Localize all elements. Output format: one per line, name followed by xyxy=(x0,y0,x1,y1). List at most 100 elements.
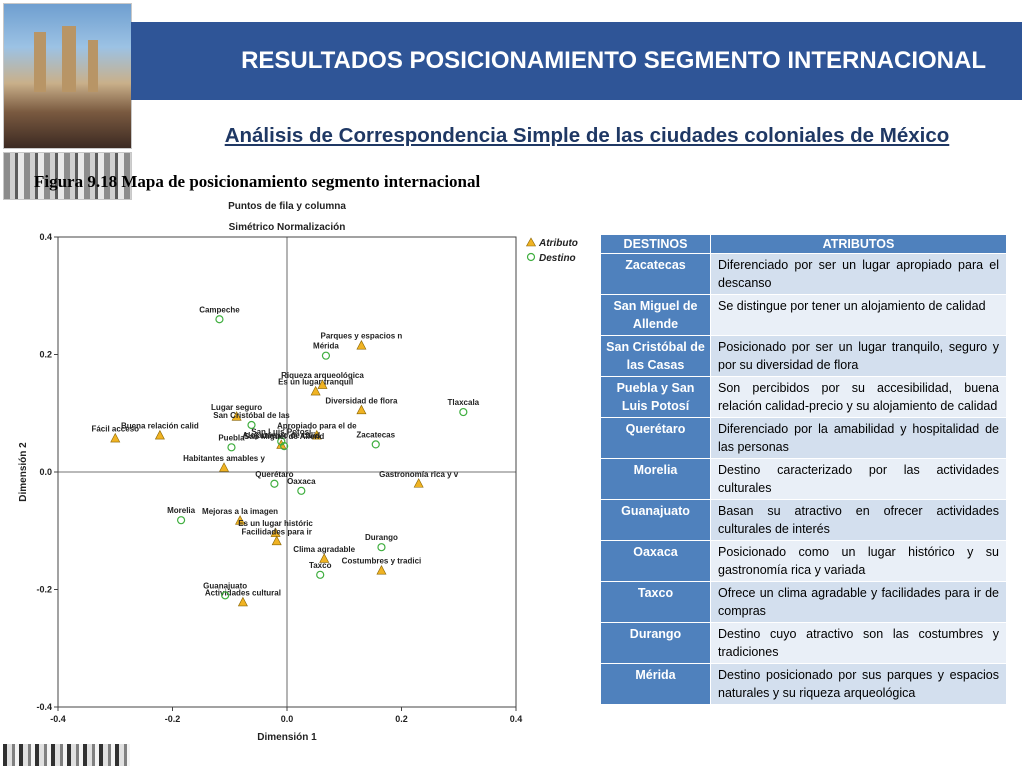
x-tick-label: 0.0 xyxy=(281,714,294,724)
attribute-point-label: Alojamiento de calid xyxy=(242,431,320,440)
attribute-point-label: Habitantes amables y xyxy=(183,454,265,463)
attribute-cell: Se distingue por tener un alojamiento de… xyxy=(710,294,1007,336)
table-row: Zacatecas Diferenciado por ser un lugar a… xyxy=(600,253,1007,295)
y-tick-label: 0.2 xyxy=(39,350,52,360)
column-header-atributos: ATRIBUTOS xyxy=(710,234,1007,254)
destination-point-label: Querétaro xyxy=(255,470,293,479)
attribute-point-label: Fácil acceso xyxy=(91,425,139,434)
column-header-destinos: DESTINOS xyxy=(600,234,711,254)
header-photo-plaza xyxy=(3,3,132,149)
destination-point-marker xyxy=(377,543,386,552)
attribute-point-label: Facilidades para ir xyxy=(242,527,312,536)
destination-cell: Querétaro xyxy=(600,417,711,459)
table-row: Mérida Destino posicionado por sus parque… xyxy=(600,663,1007,705)
attribute-point-label: Gastronomía rica y v xyxy=(379,470,459,479)
attribute-cell: Destino caracterizado por las actividade… xyxy=(710,458,1007,500)
attribute-cell: Ofrece un clima agradable y facilidades … xyxy=(710,581,1007,623)
destination-cell: San Cristóbal de las Casas xyxy=(600,335,711,377)
destination-cell: Taxco xyxy=(600,581,711,623)
attribute-point-label: Riqueza arqueológica xyxy=(281,371,364,380)
table-row: Taxco Ofrece un clima agradable y facilid… xyxy=(600,581,1007,623)
destination-point-label: San Miguel de Allend xyxy=(244,432,324,441)
destination-point-marker xyxy=(215,315,224,324)
attribute-point-marker xyxy=(154,429,165,440)
attribute-cell: Destino posicionado por sus parques y es… xyxy=(710,663,1007,705)
y-tick-label: -0.4 xyxy=(36,702,52,712)
x-tick-label: 0.4 xyxy=(510,714,523,724)
attribute-point-marker xyxy=(110,432,121,443)
attribute-point-label: Lugar seguro xyxy=(211,403,262,412)
legend-circle-marker xyxy=(526,252,536,262)
figure-caption: Figura 9.18 Mapa de posicionamiento segm… xyxy=(34,172,481,191)
table-row: Puebla y San Luis Potosí Son percibidos p… xyxy=(600,376,1007,418)
attribute-cell: Destino cuyo atractivo son las costumbre… xyxy=(710,622,1007,664)
destination-point-label: Taxco xyxy=(309,561,332,570)
table-row: Morelia Destino caracterizado por las act… xyxy=(600,458,1007,500)
destination-point-label: San Cristóbal de las xyxy=(213,411,290,420)
destination-cell: Zacatecas xyxy=(600,253,711,295)
header-photo-street xyxy=(3,152,132,200)
x-tick-label: -0.4 xyxy=(50,714,66,724)
destination-point-label: Campeche xyxy=(199,305,240,314)
chart-subtitle: Simétrico Normalización xyxy=(229,222,346,233)
table-row: San Cristóbal de las Casas Posicionado po… xyxy=(600,335,1007,377)
chart-title: Puntos de fila y columna xyxy=(228,201,346,212)
destination-point-marker xyxy=(270,479,279,488)
destination-point-marker xyxy=(227,443,236,452)
attribute-point-label: Costumbres y tradici xyxy=(342,557,422,566)
destination-point-label: Zacatecas xyxy=(356,430,395,439)
destination-point-label: Morelia xyxy=(167,506,196,515)
destination-point-marker xyxy=(297,486,306,495)
attribute-point-label: Mejoras a la imagen xyxy=(202,507,278,516)
attribute-point-marker xyxy=(319,553,330,563)
destination-point-marker xyxy=(459,407,468,417)
destination-point-label: Tlaxcala xyxy=(448,398,480,407)
attribute-point-label: Clima agradable xyxy=(293,545,355,554)
destination-point-label: Guanajuato xyxy=(203,581,247,590)
attribute-point-marker xyxy=(317,379,328,389)
y-axis-label: Dimensión 2 xyxy=(18,442,29,502)
x-tick-label: 0.2 xyxy=(395,714,408,724)
destination-cell: Morelia xyxy=(600,458,711,500)
destination-point-label: Durango xyxy=(365,533,398,542)
table-header-row: DESTINOS ATRIBUTOS xyxy=(600,234,1007,254)
x-tick-label: -0.2 xyxy=(165,714,181,724)
table-row: Durango Destino cuyo atractivo son las co… xyxy=(600,622,1007,664)
x-axis-label: Dimensión 1 xyxy=(257,732,317,743)
destination-cell: Oaxaca xyxy=(600,540,711,582)
destinations-attributes-table: DESTINOS ATRIBUTOS Zacatecas Diferenciado… xyxy=(600,234,1007,705)
destination-point-label: Oaxaca xyxy=(287,477,316,486)
destination-cell: Mérida xyxy=(600,663,711,705)
chart-legend: Atributo Destino xyxy=(525,237,578,264)
attribute-cell: Basan su atractivo en ofrecer actividade… xyxy=(710,499,1007,541)
attribute-point-marker xyxy=(270,527,281,537)
attribute-point-label: Actividades cultural xyxy=(205,588,281,597)
attribute-point-label: Es un lugar históric xyxy=(238,519,313,528)
destination-cell: San Miguel de Allende xyxy=(600,294,711,336)
legend-label-atributo: Atributo xyxy=(538,238,578,249)
destination-cell: Puebla y San Luis Potosí xyxy=(600,376,711,418)
destination-point-label: Puebla xyxy=(218,433,245,442)
attribute-point-label: Apropiado para el de xyxy=(277,422,357,431)
destination-cell: Durango xyxy=(600,622,711,664)
legend-label-destino: Destino xyxy=(539,253,576,264)
table-row: San Miguel de Allende Se distingue por te… xyxy=(600,294,1007,336)
table-row: Querétaro Diferenciado por la amabilidad … xyxy=(600,417,1007,459)
attribute-cell: Diferenciado por ser un lugar apropiado … xyxy=(710,253,1007,295)
attribute-point-label: Buena relación calid xyxy=(121,422,199,431)
footer-photo-strip xyxy=(3,744,130,766)
analysis-subtitle: Análisis de Correspondencia Simple de la… xyxy=(224,124,950,147)
destination-point-marker xyxy=(221,591,230,600)
legend-triangle-marker xyxy=(525,237,537,247)
attribute-point-marker xyxy=(376,565,387,575)
attribute-cell: Son percibidos por su accesibilidad, bue… xyxy=(710,376,1007,418)
correspondence-chart: Puntos de fila y columna Simétrico Norma… xyxy=(18,201,578,743)
destination-point-marker xyxy=(321,351,331,360)
destination-point-marker xyxy=(176,516,186,525)
attribute-point-label: Diversidad de flora xyxy=(325,396,398,405)
attribute-point-marker xyxy=(235,515,246,525)
destination-point-marker xyxy=(280,442,289,451)
y-tick-label: 0.4 xyxy=(39,232,52,242)
y-tick-label: -0.2 xyxy=(36,585,52,595)
attribute-point-marker xyxy=(219,462,230,472)
